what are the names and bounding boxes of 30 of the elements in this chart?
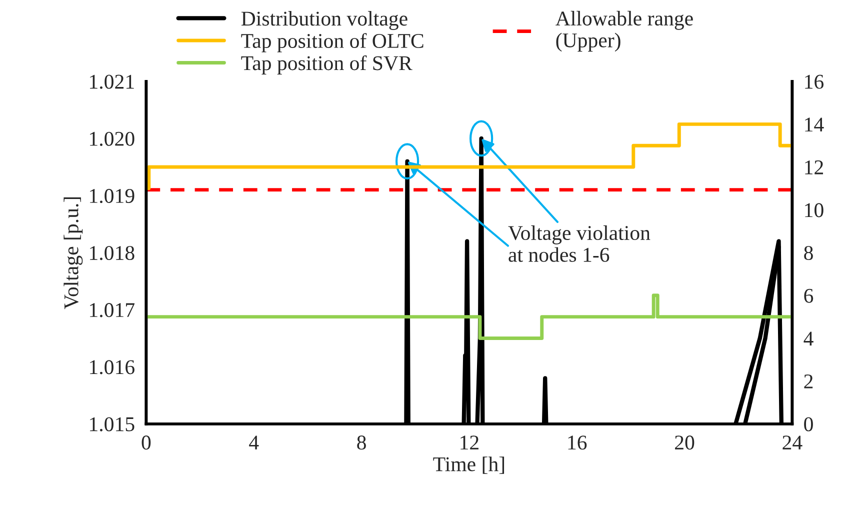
x-tick-label: 4 [249, 436, 259, 450]
y2-tick-label: 0 [804, 417, 813, 432]
y2-tick-label: 6 [804, 288, 814, 303]
y-tick-label: 1.020 [90, 132, 134, 146]
y-tick-label: 1.017 [90, 303, 134, 318]
x-tick-label: 24 [782, 436, 802, 450]
x-tick-label: 12 [460, 436, 478, 450]
y2-tick-label: 14 [805, 118, 824, 132]
x-tick-label: 20 [675, 436, 694, 450]
y-tick-label: 1.019 [90, 188, 134, 204]
y2-tick-label: 8 [804, 246, 813, 260]
y2-tick-label: 4 [804, 332, 814, 346]
annotation: Voltage violation at nodes 1-6 [508, 225, 650, 262]
y-axis-title: Voltage [p.u.] [64, 197, 83, 310]
legend-label: Tap position of OLTC [241, 33, 424, 52]
legend-label: Tap position of SVR [241, 55, 412, 74]
y-tick-label: 1.015 [90, 417, 134, 432]
y2-tick-label: 10 [805, 203, 824, 218]
legend-label: Allowable range (Upper) [556, 10, 693, 52]
y-tick-label: 1.016 [90, 360, 134, 374]
y-tick-label: 1.021 [90, 74, 134, 89]
x-axis-title: Time [h] [433, 456, 504, 474]
x-tick-label: 16 [568, 436, 587, 450]
y-tick-label: 1.018 [90, 246, 134, 260]
x-tick-label: 0 [142, 436, 151, 450]
y2-tick-label: 16 [805, 74, 824, 89]
x-tick-label: 8 [357, 436, 366, 450]
y2-tick-label: 2 [804, 374, 813, 388]
legend-label: Distribution voltage [241, 11, 408, 30]
y2-tick-label: 12 [805, 160, 823, 174]
